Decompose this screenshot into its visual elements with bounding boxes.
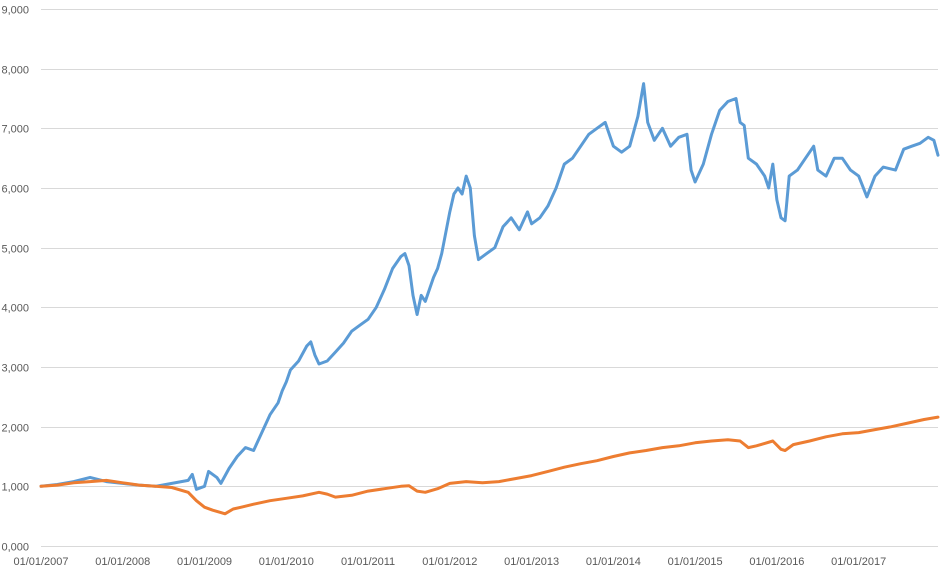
- x-tick-label: 01/01/2011: [341, 556, 395, 568]
- x-tick-label: 01/01/2007: [13, 556, 68, 568]
- x-tick-label: 01/01/2010: [259, 556, 314, 568]
- y-tick-label: 7,000: [1, 124, 29, 136]
- x-tick-label: 01/01/2015: [668, 556, 723, 568]
- gridlines: [41, 9, 938, 547]
- y-tick-label: 9,000: [1, 5, 29, 17]
- y-axis: 0,000 1,000 2,000 3,000 4,000 5,000 6,000 7,000…: [1, 5, 29, 554]
- y-tick-label: 0,000: [1, 542, 29, 554]
- x-tick-label: 01/01/2017: [831, 556, 886, 568]
- x-tick-label: 01/01/2014: [586, 556, 641, 568]
- x-tick-label: 01/01/2012: [422, 556, 477, 568]
- y-tick-label: 2,000: [1, 423, 29, 435]
- y-tick-label: 3,000: [1, 363, 29, 375]
- y-tick-label: 8,000: [1, 65, 29, 77]
- series-line-1: [39, 82, 940, 491]
- x-tick-label: 01/01/2009: [177, 556, 232, 568]
- x-tick-label: 01/01/2008: [95, 556, 150, 568]
- y-tick-label: 1,000: [1, 482, 29, 494]
- y-tick-label: 6,000: [1, 184, 29, 196]
- x-tick-label: 01/01/2016: [749, 556, 804, 568]
- y-tick-label: 5,000: [1, 244, 29, 256]
- series-line-2: [39, 415, 940, 516]
- x-tick-label: 01/01/2013: [504, 556, 559, 568]
- y-tick-label: 4,000: [1, 303, 29, 315]
- series-layer: [39, 82, 940, 516]
- x-axis: 01/01/2007 01/01/2008 01/01/2009 01/01/2010…: [13, 556, 886, 568]
